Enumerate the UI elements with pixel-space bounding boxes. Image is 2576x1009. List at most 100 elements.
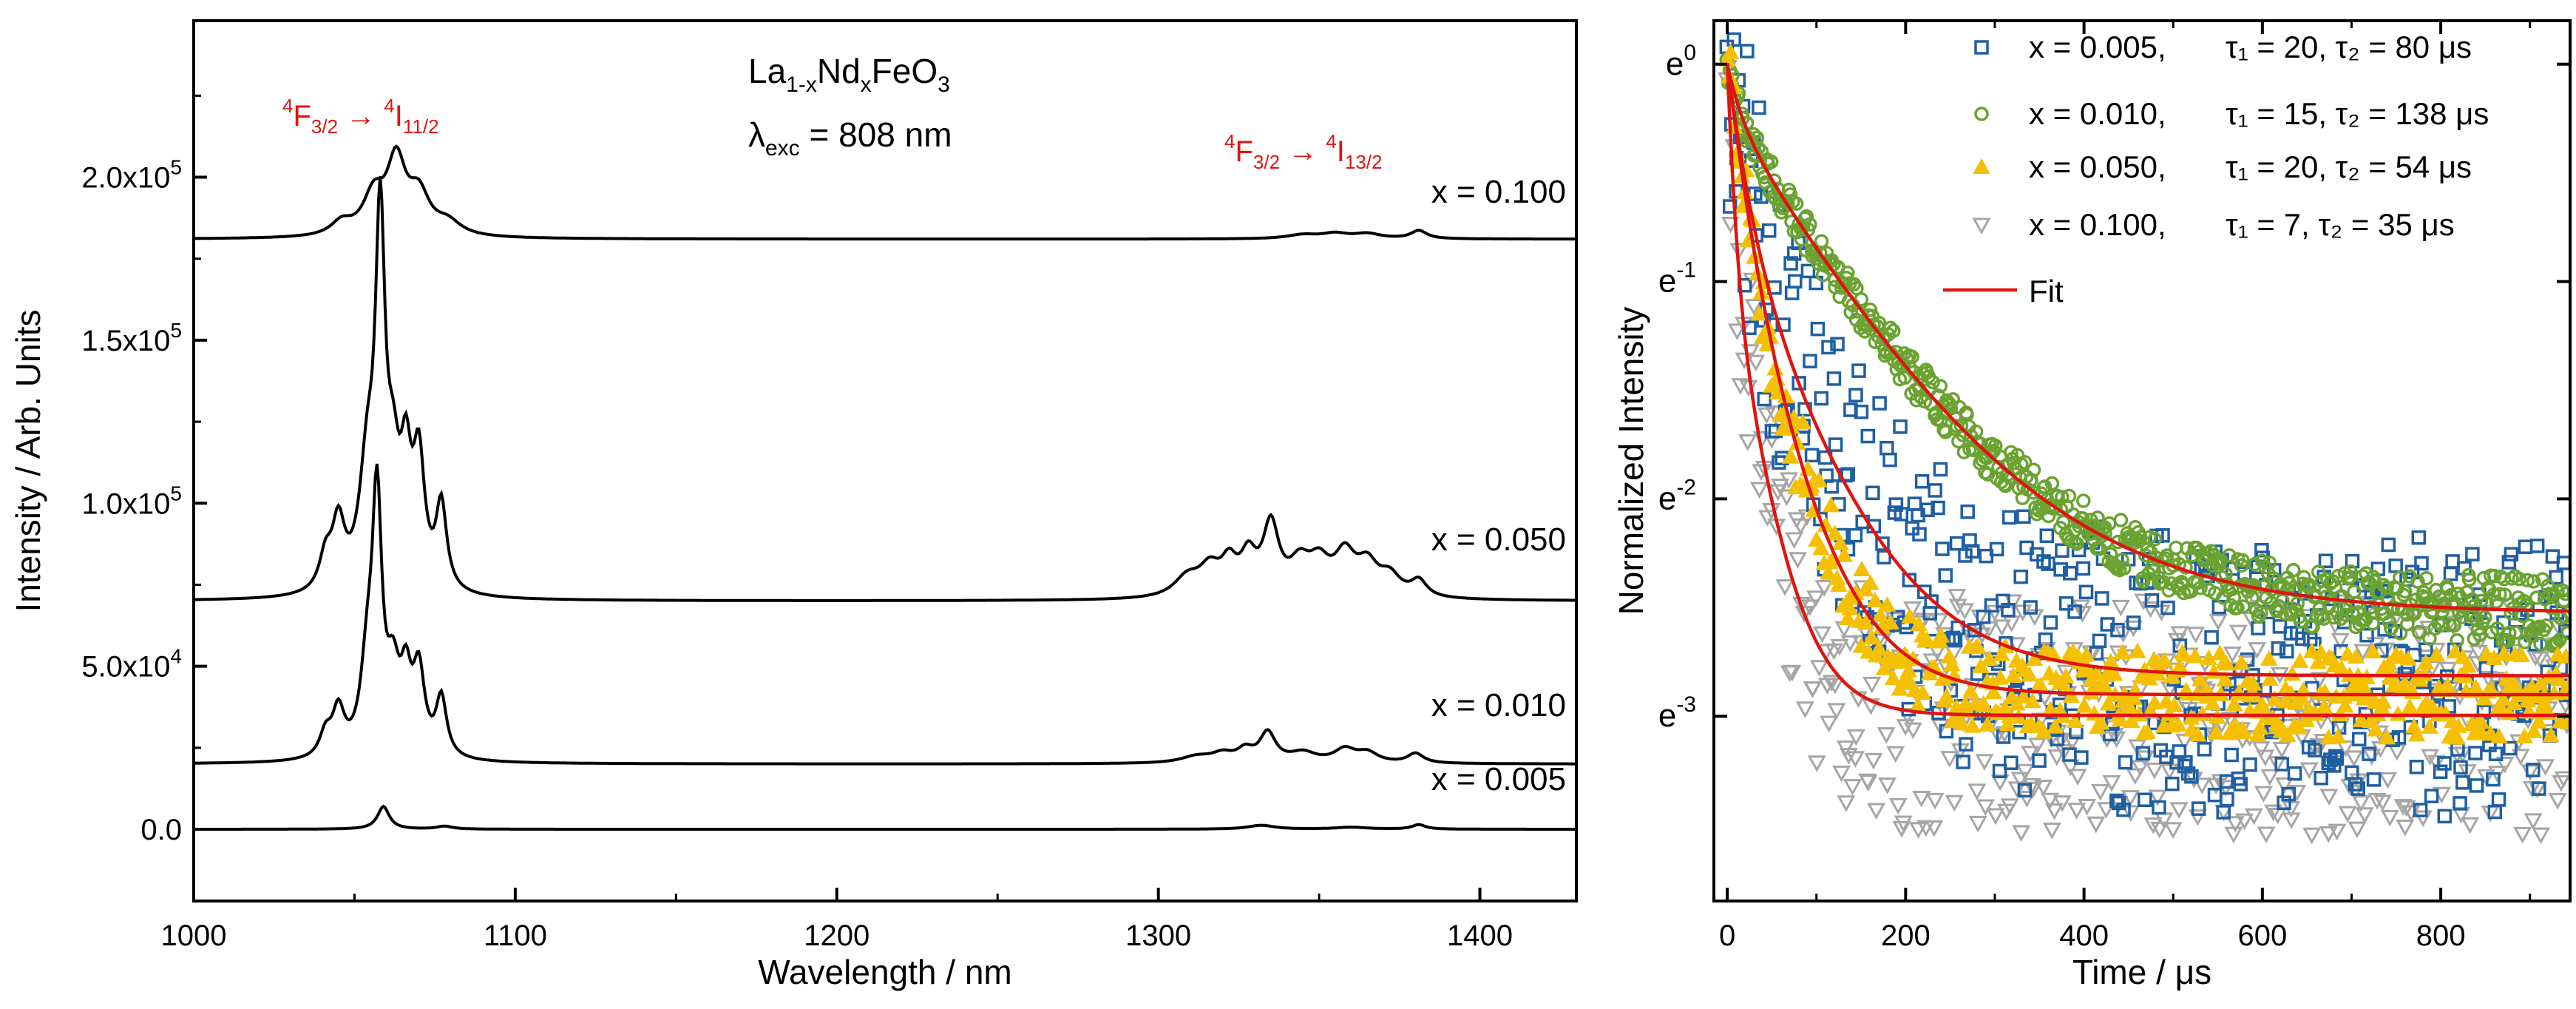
data-point (1914, 684, 1932, 701)
data-point (2071, 542, 2087, 558)
x-tick-label-2: 1200 (804, 919, 870, 952)
legend-marker-1 (1974, 107, 1989, 121)
data-point (1967, 783, 1987, 800)
data-point (2486, 772, 2501, 787)
data-point (2427, 646, 2446, 662)
y-tick-label-1: e-1 (1658, 258, 1696, 300)
data-point (2489, 594, 2504, 610)
x-tick-label-4: 1400 (1447, 919, 1513, 952)
data-point (2468, 746, 2483, 760)
data-point (2138, 723, 2156, 739)
data-point (2037, 479, 2053, 494)
data-point (2160, 763, 2179, 780)
data-point (2285, 562, 2301, 578)
data-point (2131, 760, 2150, 777)
data-point (2549, 570, 2563, 585)
data-point (1810, 471, 1828, 487)
data-point (2410, 574, 2425, 589)
data-point (2343, 564, 2358, 579)
data-point (1775, 579, 1794, 596)
data-point (2529, 539, 2545, 553)
excitation-label: λexc = 808 nm (748, 115, 952, 161)
data-point (2189, 540, 2204, 556)
data-point (2348, 821, 2367, 839)
data-point (1830, 576, 1848, 593)
data-point (1839, 748, 1858, 765)
data-point (2017, 783, 2033, 798)
data-point (2461, 572, 2477, 587)
data-point (1967, 623, 1982, 638)
data-point (2116, 802, 2131, 817)
data-point (2224, 747, 2239, 763)
data-point (1846, 729, 1865, 746)
data-point (2494, 690, 2512, 706)
data-point (1866, 591, 1884, 608)
data-point (2271, 641, 2286, 656)
data-point (2274, 757, 2289, 772)
data-point (1762, 431, 1781, 449)
data-point (2025, 609, 2044, 627)
data-point (2067, 803, 2087, 820)
data-point (2518, 539, 2533, 554)
data-point (2331, 632, 2350, 650)
data-point (1945, 794, 1964, 812)
data-point (2437, 756, 2452, 771)
data-point (2044, 476, 2060, 491)
data-point (2035, 723, 2053, 739)
data-point (2078, 584, 2094, 600)
data-point (1914, 474, 1930, 489)
series-label-1: x = 0.010 (1431, 687, 1566, 723)
data-point (2382, 615, 2397, 630)
data-point (1843, 779, 1862, 796)
y-axis-title: Normalized Intensity (1612, 307, 1650, 615)
data-point (1912, 790, 1931, 808)
fit-curve-0 (1725, 64, 2569, 678)
data-point (2469, 613, 2484, 627)
plot-frame (192, 19, 1578, 902)
data-point (2027, 738, 2047, 755)
legend-tau-1: τ₁ = 15, τ₂ = 138 μs (2226, 96, 2489, 131)
data-point (1990, 774, 2010, 792)
data-point (1788, 552, 1807, 569)
data-point (1981, 650, 1999, 667)
x-tick-label-0: 0 (1719, 919, 1735, 952)
data-point (1839, 609, 1857, 625)
data-point (1812, 626, 1832, 644)
data-point (1785, 532, 1804, 549)
data-point (2391, 730, 2407, 745)
data-point (2117, 561, 2132, 576)
data-point (2455, 610, 2470, 624)
data-point (1940, 751, 1959, 768)
series-label-2: x = 0.050 (1431, 522, 1566, 558)
data-point (2421, 718, 2438, 734)
data-point (2207, 723, 2225, 740)
data-point (2476, 769, 2496, 786)
data-point (2465, 592, 2480, 607)
data-point (2450, 717, 2467, 733)
data-point (2135, 746, 2151, 760)
data-point (2513, 826, 2532, 844)
data-point (1933, 379, 1948, 394)
data-point (2399, 649, 2417, 666)
data-point (2032, 753, 2047, 768)
data-point (1918, 630, 1936, 647)
data-point (1783, 664, 1802, 682)
data-point (2362, 749, 2382, 766)
data-point (1953, 418, 1969, 433)
data-point (2350, 781, 2366, 796)
data-point (2381, 537, 2396, 553)
data-point (2188, 809, 2207, 826)
data-point (1920, 502, 1935, 517)
data-point (1795, 701, 1814, 718)
data-point (2511, 749, 2530, 766)
data-point (2076, 493, 2091, 508)
data-point (1862, 629, 1881, 645)
data-point (2203, 695, 2222, 711)
data-point (2433, 764, 2448, 780)
data-point (2070, 536, 2084, 551)
data-point (1902, 573, 1917, 587)
data-point (2053, 562, 2068, 577)
data-point (2287, 766, 2302, 781)
data-point (2118, 755, 2133, 770)
data-point (1757, 391, 1772, 407)
